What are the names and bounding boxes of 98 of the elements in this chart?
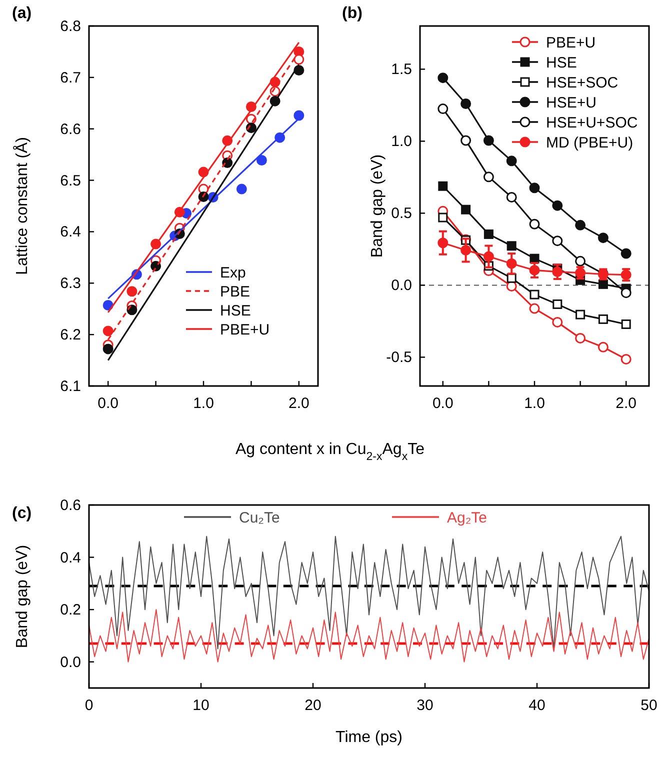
point [438,238,448,248]
legend-label: HSE+U+SOC [546,114,638,132]
point [620,248,632,259]
point [438,72,448,84]
point [256,154,267,166]
y-tick-label: 6.6 [60,120,81,138]
x-tick-label: 20 [304,697,322,714]
y-tick-label: 6.3 [60,275,81,292]
point [598,342,608,352]
legend-label: HSE+U [546,94,596,112]
point [460,244,472,256]
point [483,172,494,182]
point [598,314,608,324]
point [461,204,471,214]
point [236,184,247,194]
x-tick-label: 30 [416,697,434,714]
point [598,279,608,289]
point [438,212,448,222]
point [484,229,494,239]
chart-title: (c) [12,505,32,522]
point [483,251,494,262]
legend-label: HSE+SOC [546,74,618,92]
x-tick-label: 0.0 [98,395,119,412]
y-tick-label: 1.5 [391,61,412,78]
y-axis-title: Band gap (eV) [14,544,31,648]
point [460,98,472,110]
point [506,241,516,251]
y-axis-title: Band gap (eV) [369,154,386,258]
x-tick-label: 40 [528,697,546,714]
point [102,300,114,311]
point [552,316,563,328]
y-tick-label: 0.2 [60,602,81,619]
y-tick-label: 0.6 [60,497,81,514]
legend-label: PBE [220,284,250,300]
point [294,54,304,65]
y-tick-label: 6.5 [60,172,81,190]
legend-label: PBE+U [220,322,270,338]
legend-label: Cu₂Te [239,510,280,526]
point [620,288,632,298]
y-tick-label: -0.5 [386,349,412,366]
point [552,266,563,278]
x-tick-label: 0.0 [432,395,454,412]
y-tick-label: 0.0 [391,277,412,294]
x-tick-label: 1.0 [193,395,214,412]
point [483,135,494,146]
point [438,104,448,114]
point [294,110,304,121]
x-tick-label: 1.0 [524,395,545,412]
y-tick-label: 6.7 [60,69,81,86]
point [102,326,114,336]
point [575,332,586,344]
point [506,156,517,166]
point [575,220,586,230]
point [126,286,138,297]
y-tick-label: 6.1 [60,378,81,395]
point [530,290,540,300]
point [598,232,608,244]
legend-label: PBE+U [546,34,596,52]
y-tick-label: 6.2 [60,326,81,344]
y-tick-label: 6.8 [60,18,81,35]
line-series [88,536,650,650]
y-tick-label: 6.4 [60,224,81,241]
x-tick-label: 2.0 [288,395,310,412]
x-axis-title: Ag content x in Cu$_{2-x}$Ag$_{x}$Te [236,441,425,463]
legend-label: MD (PBE+U) [546,134,634,152]
point [506,192,517,202]
point [529,303,540,314]
point [620,354,632,364]
x-axis-title: Time (ps) [336,729,402,746]
legend-label: HSE [546,54,577,72]
point [529,218,540,230]
x-tick-label: 10 [192,697,210,714]
y-tick-label: 0.4 [60,549,81,566]
point [552,299,562,309]
legend-label: Exp [220,264,246,282]
y-tick-label: 1.0 [391,133,412,150]
point [576,310,586,320]
x-tick-label: 0 [84,697,94,714]
point [621,319,631,329]
line-series [88,609,650,662]
point [460,135,472,146]
x-tick-label: 2.0 [616,395,637,412]
chart-title: (b) [342,5,362,22]
chart-title: (a) [12,5,32,22]
point [529,182,540,194]
x-tick-label: 50 [640,697,658,714]
point [506,258,517,269]
point [552,200,563,211]
point [552,236,563,246]
y-tick-label: 0.0 [60,654,81,671]
y-axis-title: Lattice constant (Å) [13,137,31,275]
point [102,344,114,354]
point [575,256,586,266]
y-tick-label: 0.5 [391,205,412,222]
legend-label: Ag₂Te [447,510,488,526]
legend-label: HSE [220,302,251,320]
point [529,264,540,276]
point [438,181,448,191]
